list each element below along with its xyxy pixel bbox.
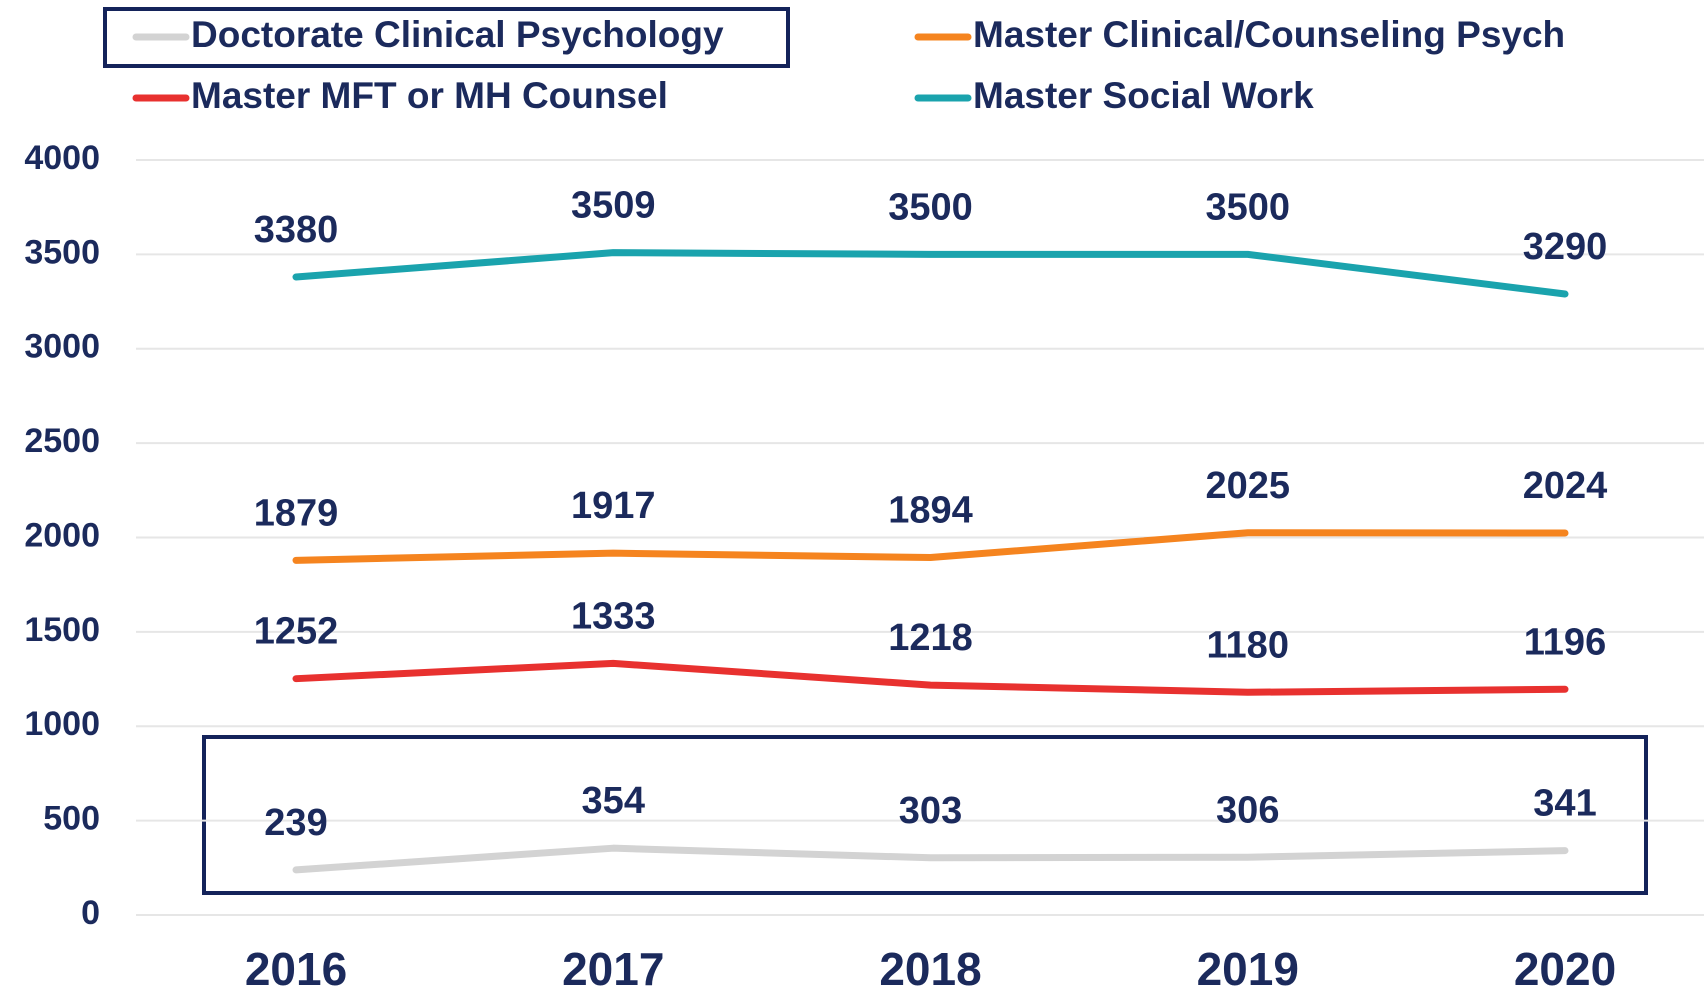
- y-tick-label: 0: [81, 894, 100, 932]
- series-line: [292, 249, 1569, 298]
- legend-label: Master Social Work: [973, 75, 1314, 116]
- y-tick-label: 1500: [24, 611, 100, 649]
- y-tick-label: 2000: [24, 516, 100, 554]
- x-tick-label: 2020: [1514, 943, 1616, 995]
- data-label: 1894: [888, 490, 973, 532]
- y-tick-label: 2500: [24, 422, 100, 460]
- data-label: 3500: [888, 186, 973, 228]
- y-tick-label: 500: [43, 800, 100, 838]
- data-label: 306: [1216, 789, 1279, 831]
- data-label: 239: [264, 802, 327, 844]
- y-tick-label: 1000: [24, 705, 100, 743]
- data-label: 1917: [571, 485, 656, 527]
- y-tick-label: 4000: [24, 139, 100, 177]
- data-label: 2024: [1523, 465, 1608, 507]
- data-label: 354: [582, 780, 645, 822]
- series-line: [292, 659, 1569, 696]
- data-label: 3380: [254, 209, 339, 251]
- series-line: [292, 529, 1569, 564]
- y-tick-label: 3500: [24, 233, 100, 271]
- series-line: [292, 844, 1569, 874]
- x-tick-label: 2019: [1197, 943, 1299, 995]
- data-label: 1218: [888, 617, 973, 659]
- data-label: 303: [899, 790, 962, 832]
- legend-label: Doctorate Clinical Psychology: [191, 14, 724, 55]
- data-label: 1252: [254, 611, 339, 653]
- data-label: 2025: [1205, 465, 1290, 507]
- data-label: 3509: [571, 185, 656, 227]
- legend-label: Master MFT or MH Counsel: [191, 75, 668, 116]
- data-label: 1196: [1524, 621, 1606, 663]
- highlight-box: [103, 7, 790, 68]
- data-label: 341: [1533, 783, 1596, 825]
- data-label: 3500: [1205, 186, 1290, 228]
- y-tick-label: 3000: [24, 328, 100, 366]
- legend-label: Master Clinical/Counseling Psych: [973, 14, 1565, 55]
- data-label: 1333: [571, 595, 656, 637]
- data-label: 1180: [1207, 624, 1289, 666]
- x-tick-label: 2017: [562, 943, 664, 995]
- x-tick-label: 2018: [879, 943, 981, 995]
- highlight-box: [202, 735, 1648, 895]
- data-label: 3290: [1523, 226, 1608, 268]
- data-label: 1879: [254, 492, 339, 534]
- x-tick-label: 2016: [245, 943, 347, 995]
